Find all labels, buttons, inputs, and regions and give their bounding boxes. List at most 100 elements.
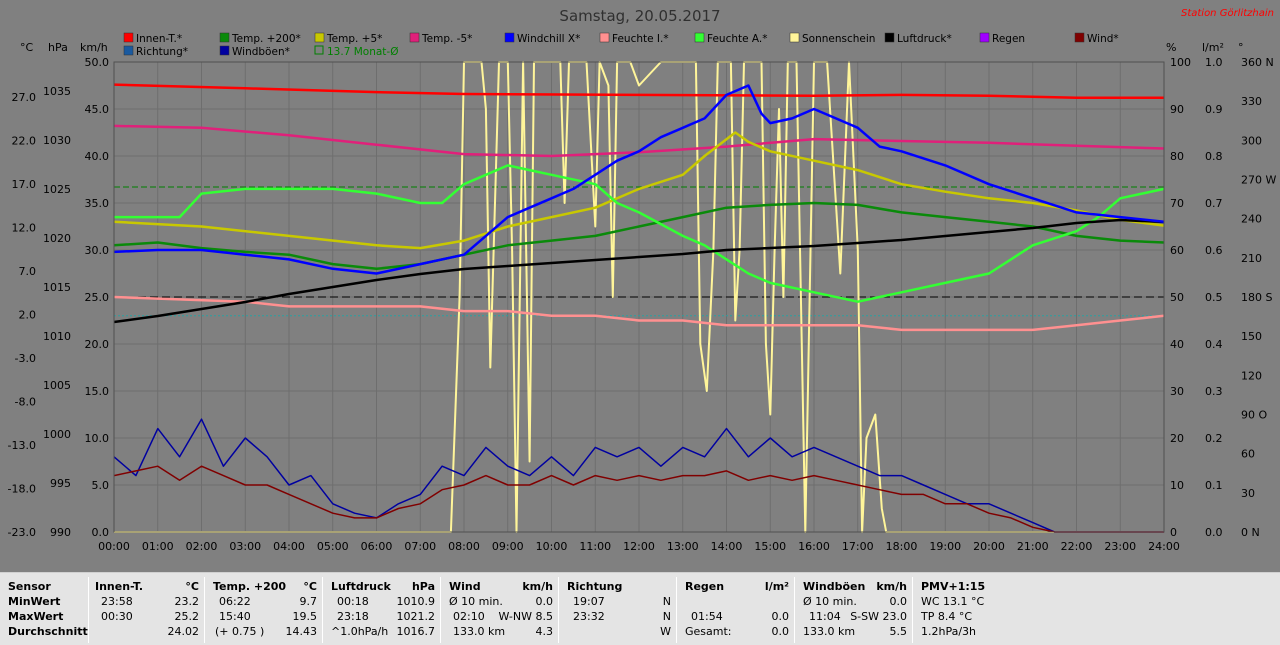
boeen-max-dir: S-SW 23.0 (850, 610, 907, 623)
rain-axis-tick: 0.6 (1205, 244, 1223, 257)
temp-axis-tick: -23.0 (8, 526, 36, 539)
wind-axis-tick: 10.0 (85, 432, 110, 445)
direction-axis-tick: 240 (1241, 213, 1262, 226)
humidity-axis-tick: 10 (1170, 479, 1184, 492)
row-label-max: MaxWert (8, 610, 64, 623)
legend-label: Regen (992, 33, 1025, 45)
unit-percent: % (1166, 41, 1176, 54)
legend-swatch (884, 32, 895, 43)
x-axis-tick: 14:00 (711, 540, 743, 553)
wind-axis-tick: 15.0 (85, 385, 110, 398)
wind-max-time: 02:10 (453, 610, 485, 623)
temp-avg-val: 14.43 (285, 625, 318, 638)
rain-axis-tick: 0.2 (1205, 432, 1223, 445)
temp-axis-tick: 2.0 (19, 309, 37, 322)
x-axis-tick: 20:00 (973, 540, 1005, 553)
legend-label: Richtung* (136, 46, 188, 58)
x-axis-tick: 12:00 (623, 540, 655, 553)
direction-axis-tick: 150 (1241, 330, 1262, 343)
rain-axis-tick: 0.3 (1205, 385, 1223, 398)
direction-axis-tick: 360 N (1241, 56, 1274, 69)
x-axis-tick: 21:00 (1017, 540, 1049, 553)
unit-deg: ° (1238, 41, 1244, 54)
temp-unit: °C (303, 580, 317, 593)
wind-avg-val: 4.3 (535, 625, 554, 638)
legend-swatch (123, 45, 134, 56)
richtung-title: Richtung (567, 580, 623, 593)
legend-label: 13.7 Monat-Ø (327, 46, 398, 58)
statistics-panel: Sensor MinWert MaxWert Durchschnitt Inne… (0, 572, 1280, 645)
legend-swatch (219, 32, 230, 43)
direction-axis-tick: 270 W (1241, 174, 1276, 187)
wind-axis-tick: 45.0 (85, 103, 110, 116)
direction-axis-tick: 60 (1241, 448, 1255, 461)
x-axis-tick: 24:00 (1148, 540, 1180, 553)
x-axis-tick: 05:00 (317, 540, 349, 553)
x-axis-tick: 17:00 (842, 540, 874, 553)
humidity-axis-tick: 30 (1170, 385, 1184, 398)
boeen-avg-label: 133.0 km (803, 625, 856, 638)
direction-axis-tick: 210 (1241, 252, 1262, 265)
weather-chart: Samstag, 20.05.2017 Station Görlitzhain … (8, 7, 1277, 553)
temp-axis-tick: -13.0 (8, 439, 36, 452)
pmv-windchill: WC 13.1 °C (921, 595, 985, 608)
innen-avg-val: 24.02 (167, 625, 200, 638)
temp-axis-tick: -3.0 (15, 352, 36, 365)
richtung-min-time: 19:07 (573, 595, 605, 608)
wind-axis-tick: 35.0 (85, 197, 110, 210)
pressure-axis-tick: 1020 (43, 232, 71, 245)
legend-swatch (599, 32, 610, 43)
rain-axis-tick: 0.4 (1205, 338, 1223, 351)
boeen-min-label: Ø 10 min. (803, 595, 857, 608)
temp-axis-tick: 7.0 (19, 265, 37, 278)
boeen-min-val: 0.0 (889, 595, 908, 608)
regen-max-val: 0.0 (771, 610, 790, 623)
pressure-axis-tick: 1010 (43, 330, 71, 343)
stats-col-druck: Luftdruck hPa 00:18 1010.9 23:18 1021.2 … (322, 577, 441, 643)
legend-swatch (504, 32, 515, 43)
stats-col-labels: Sensor MinWert MaxWert Durchschnitt (0, 577, 88, 643)
wind-axis-tick: 30.0 (85, 244, 110, 257)
temp-axis-tick: 17.0 (12, 178, 37, 191)
druck-title: Luftdruck (331, 580, 391, 593)
legend-label: Sonnenschein (802, 33, 875, 45)
regen-max-time: 01:54 (691, 610, 723, 623)
wind-axis-tick: 50.0 (85, 56, 110, 69)
druck-avg-val: 1016.7 (396, 625, 436, 638)
x-axis-tick: 06:00 (361, 540, 393, 553)
x-axis-tick: 16:00 (798, 540, 830, 553)
regen-avg-val: 0.0 (771, 625, 790, 638)
regen-avg-label: Gesamt: (685, 625, 732, 638)
temp-axis-tick: -18.0 (8, 483, 36, 496)
wind-title: Wind (449, 580, 481, 593)
legend-swatch (789, 32, 800, 43)
stats-col-pmv: PMV+1:15 WC 13.1 °C TP 8.4 °C 1.2hPa/3h (912, 577, 1033, 643)
x-axis-tick: 22:00 (1061, 540, 1093, 553)
axes: 27.0 22.0 17.0 12.0 7.0 2.0 -3.0 -8.0 -13.0 -18.0… (8, 56, 1277, 553)
innen-min-time: 23:58 (101, 595, 133, 608)
legend-label: Windchill X* (517, 33, 580, 45)
x-axis-tick: 18:00 (886, 540, 918, 553)
wind-axis-tick: 5.0 (92, 479, 110, 492)
x-axis-tick: 19:00 (929, 540, 961, 553)
wind-max-dir: W-NW 8.5 (498, 610, 554, 623)
temp-axis-tick: 12.0 (12, 222, 37, 235)
pressure-axis-tick: 1035 (43, 85, 71, 98)
druck-max-time: 23:18 (337, 610, 369, 623)
temp-min-val: 9.7 (299, 595, 318, 608)
pmv-dewpoint: TP 8.4 °C (921, 610, 973, 623)
x-axis-tick: 11:00 (579, 540, 611, 553)
regen-unit: l/m² (764, 580, 789, 593)
pressure-axis-tick: 1030 (43, 134, 71, 147)
legend-swatch (409, 32, 420, 43)
data-series (113, 61, 1165, 533)
innen-max-time: 00:30 (101, 610, 133, 623)
direction-axis-tick: 30 (1241, 487, 1255, 500)
series-windchill-x (113, 84, 1165, 275)
richtung-avg-val: W (660, 625, 671, 638)
richtung-max-val: N (662, 610, 671, 623)
druck-min-val: 1010.9 (396, 595, 436, 608)
x-axis-tick: 09:00 (492, 540, 524, 553)
series-windb-en (113, 418, 1164, 533)
legend-swatch (314, 45, 324, 55)
